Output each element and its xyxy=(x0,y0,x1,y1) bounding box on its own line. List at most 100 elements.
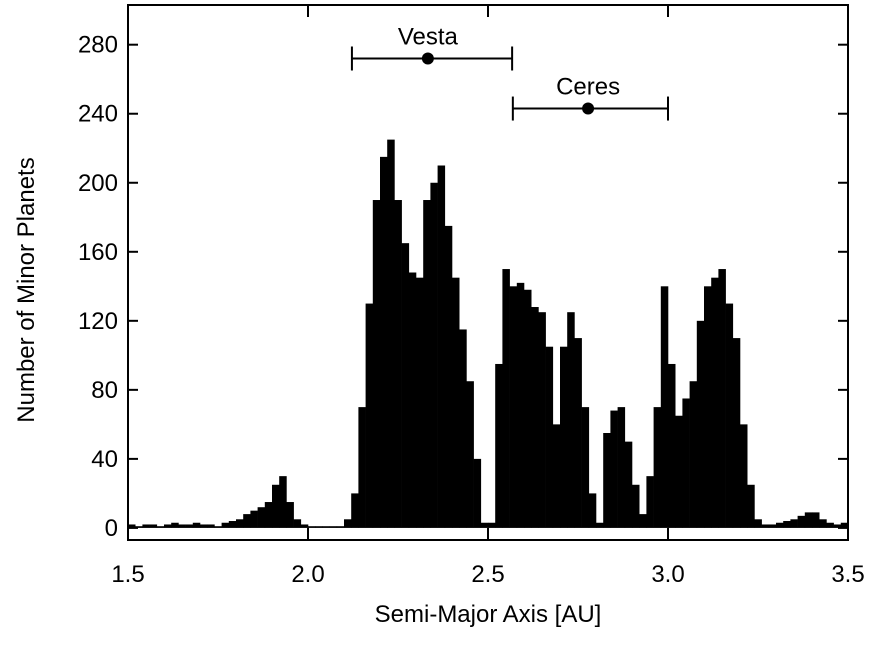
bar xyxy=(740,424,748,528)
bar xyxy=(200,524,208,528)
x-tick-label: 3.0 xyxy=(651,561,684,588)
bar xyxy=(646,476,654,528)
y-tick-label: 240 xyxy=(78,101,118,128)
bar xyxy=(653,407,662,528)
bar xyxy=(178,524,186,528)
bar xyxy=(408,272,417,528)
bar xyxy=(207,524,215,528)
y-tick-label: 200 xyxy=(78,170,118,197)
y-tick-label: 280 xyxy=(78,32,118,59)
bar xyxy=(387,139,395,528)
bar xyxy=(221,522,230,528)
y-tick-label: 0 xyxy=(105,515,118,542)
bar xyxy=(495,363,503,528)
bar xyxy=(459,329,467,528)
bar xyxy=(675,415,683,528)
bar xyxy=(315,526,323,528)
bar xyxy=(236,519,244,528)
x-tick-label: 1.5 xyxy=(111,561,144,588)
bar xyxy=(689,381,698,528)
bar xyxy=(718,269,726,528)
bar xyxy=(639,514,647,528)
bar xyxy=(401,243,410,528)
bar xyxy=(819,519,827,528)
bar xyxy=(732,338,741,528)
bar xyxy=(423,200,431,528)
bar xyxy=(567,312,575,528)
bar xyxy=(488,522,496,528)
bar xyxy=(293,519,302,528)
bar xyxy=(509,286,518,528)
bar xyxy=(243,514,251,528)
bar xyxy=(444,225,453,528)
bar xyxy=(416,277,424,528)
x-tick-label: 2.5 xyxy=(471,561,504,588)
bar xyxy=(531,307,539,528)
bar xyxy=(524,289,532,528)
bar xyxy=(560,346,568,528)
bar xyxy=(588,493,597,528)
bar xyxy=(797,515,806,528)
bar xyxy=(257,507,266,528)
bar xyxy=(617,407,626,528)
bar xyxy=(394,200,402,528)
bar xyxy=(329,526,338,528)
bar xyxy=(185,524,194,528)
bar xyxy=(272,484,280,528)
bar xyxy=(502,269,510,528)
y-tick-label: 120 xyxy=(78,308,118,335)
bar xyxy=(538,312,546,528)
bar xyxy=(668,363,676,528)
bar xyxy=(437,165,446,528)
bar xyxy=(783,521,791,528)
bar xyxy=(164,524,172,528)
x-tick-label: 3.5 xyxy=(831,561,864,588)
x-axis-label: Semi-Major Axis [AU] xyxy=(375,601,602,628)
x-tick-label: 2.0 xyxy=(291,561,324,588)
bar xyxy=(704,286,712,528)
bar xyxy=(300,524,309,528)
bar xyxy=(308,526,316,528)
bar xyxy=(826,522,834,528)
marker-label: Ceres xyxy=(556,74,620,101)
bar xyxy=(264,502,273,528)
bar xyxy=(682,398,690,528)
marker-label: Vesta xyxy=(398,24,459,51)
bar xyxy=(372,200,381,528)
bar xyxy=(149,524,158,528)
bar xyxy=(516,282,525,528)
bar xyxy=(480,522,489,528)
bar xyxy=(128,524,136,528)
marker-point xyxy=(421,52,434,65)
bar xyxy=(574,338,582,528)
bar xyxy=(790,519,798,528)
y-tick-label: 160 xyxy=(78,239,118,266)
bar xyxy=(156,526,165,528)
bar xyxy=(214,526,222,528)
bar xyxy=(776,522,784,528)
bar xyxy=(768,524,777,528)
bar xyxy=(812,512,820,528)
bar xyxy=(660,286,669,528)
bar xyxy=(624,441,633,528)
bar xyxy=(192,522,201,528)
bar xyxy=(365,303,374,528)
bar xyxy=(761,524,770,528)
bar xyxy=(142,524,150,528)
bar xyxy=(545,346,554,528)
bar xyxy=(833,524,842,528)
y-axis-label: Number of Minor Planets xyxy=(13,157,40,422)
bar xyxy=(581,407,590,528)
bar xyxy=(452,277,460,528)
bar xyxy=(473,458,482,528)
bar xyxy=(804,512,813,528)
bar xyxy=(286,502,294,528)
bar xyxy=(358,407,366,528)
bar xyxy=(754,519,762,528)
bar xyxy=(596,522,604,528)
bar xyxy=(228,521,237,528)
bar xyxy=(279,476,287,528)
bar xyxy=(610,410,618,528)
bar xyxy=(696,320,705,528)
